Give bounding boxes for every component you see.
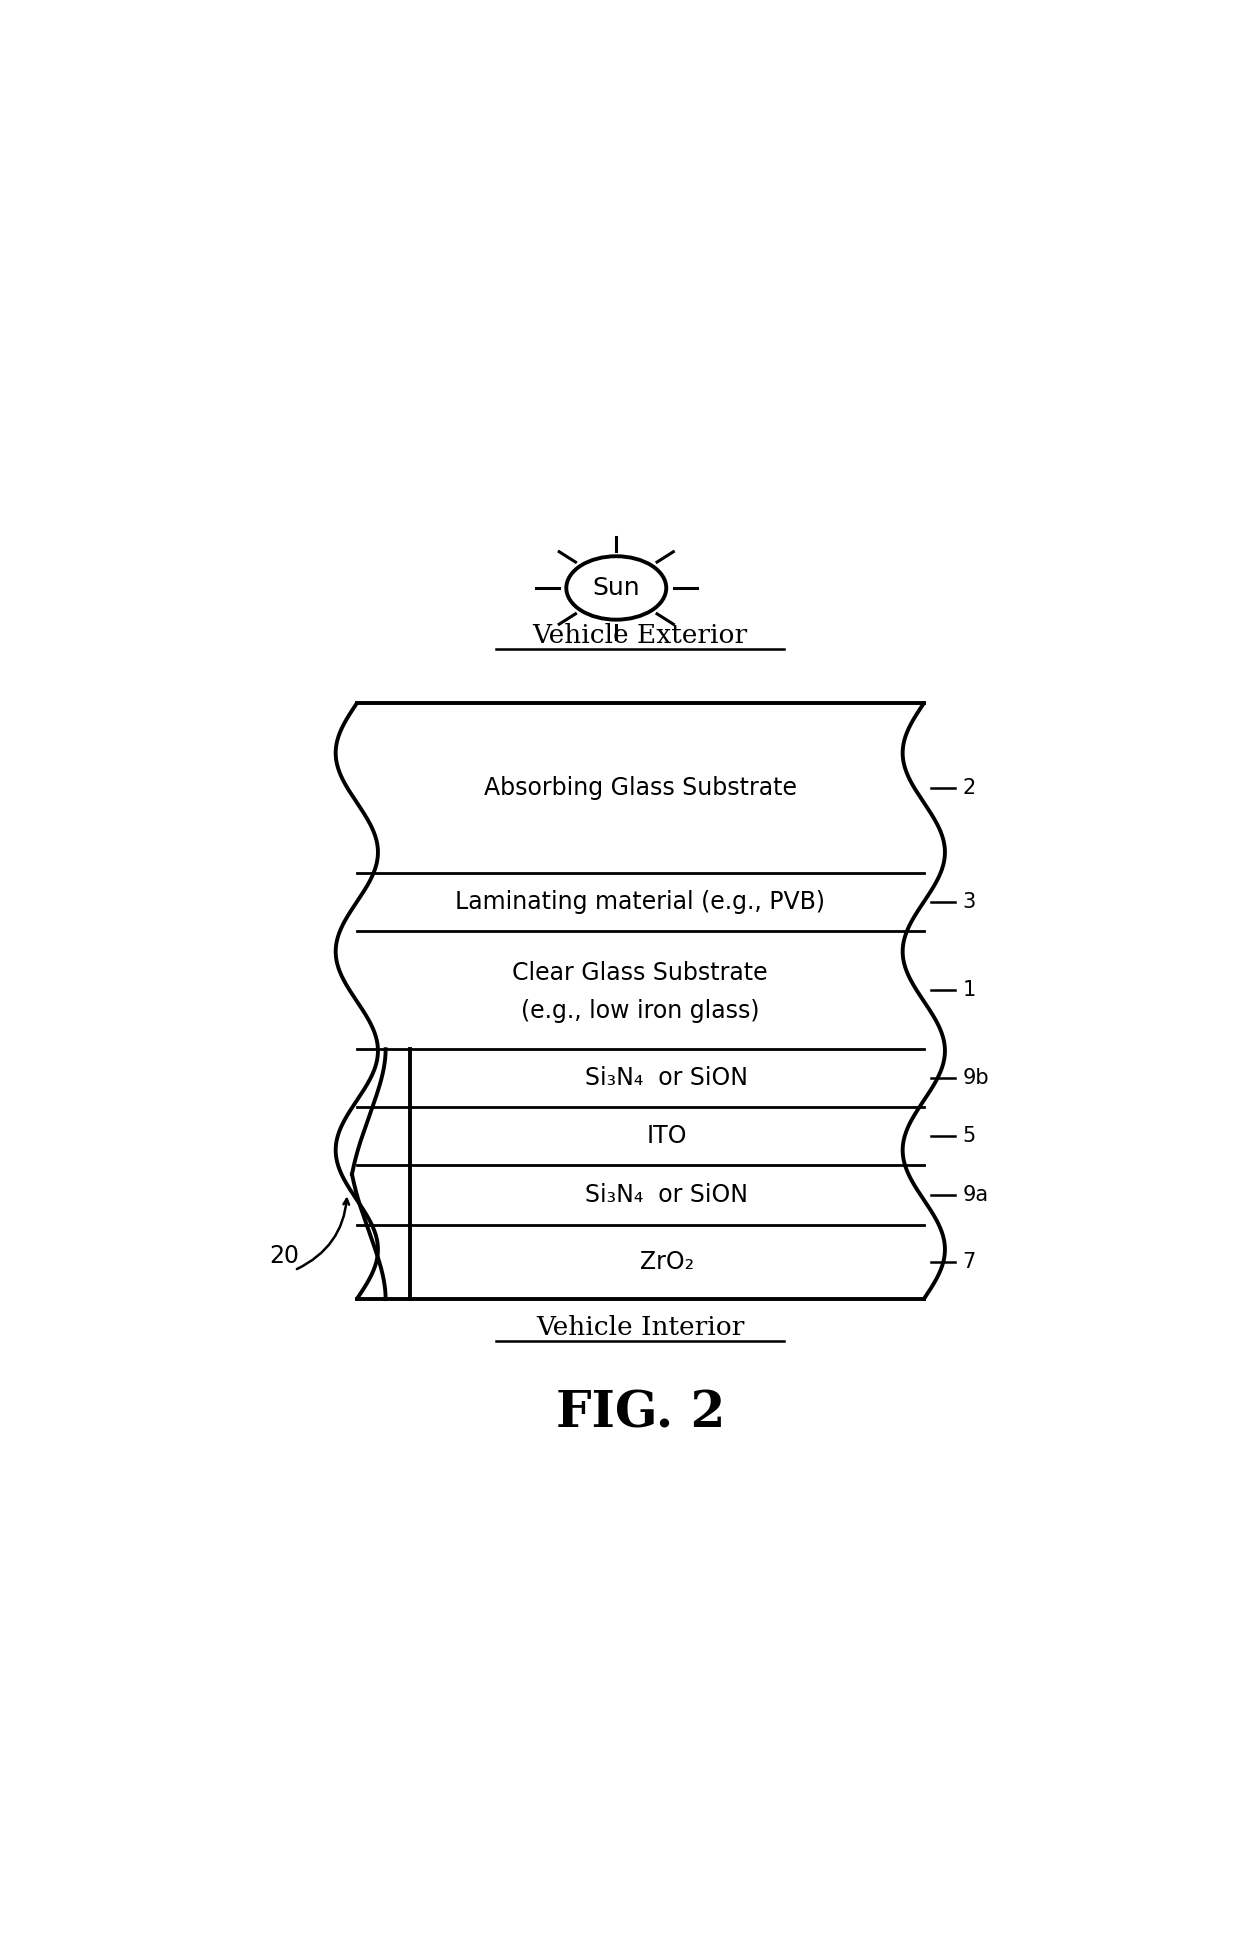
Text: Vehicle Exterior: Vehicle Exterior	[533, 623, 748, 649]
Text: Absorbing Glass Substrate: Absorbing Glass Substrate	[484, 776, 797, 801]
Text: ITO: ITO	[646, 1124, 687, 1147]
Text: 1: 1	[962, 981, 976, 1000]
Text: Laminating material (e.g., PVB): Laminating material (e.g., PVB)	[455, 891, 826, 914]
Text: 20: 20	[270, 1245, 300, 1268]
Text: Sun: Sun	[593, 576, 640, 600]
Text: 5: 5	[962, 1126, 976, 1145]
Text: 9b: 9b	[962, 1069, 988, 1088]
Text: FIG. 2: FIG. 2	[556, 1389, 725, 1438]
Text: 9a: 9a	[962, 1184, 988, 1206]
Text: (e.g., low iron glass): (e.g., low iron glass)	[521, 998, 760, 1024]
Text: Vehicle Interior: Vehicle Interior	[536, 1315, 744, 1340]
Text: Si₃N₄  or SiON: Si₃N₄ or SiON	[585, 1182, 748, 1208]
Text: 7: 7	[962, 1253, 976, 1272]
Text: Si₃N₄  or SiON: Si₃N₄ or SiON	[585, 1067, 748, 1090]
Text: Clear Glass Substrate: Clear Glass Substrate	[512, 961, 768, 985]
Text: 2: 2	[962, 778, 976, 799]
Text: 3: 3	[962, 893, 976, 913]
Text: ZrO₂: ZrO₂	[640, 1251, 694, 1274]
